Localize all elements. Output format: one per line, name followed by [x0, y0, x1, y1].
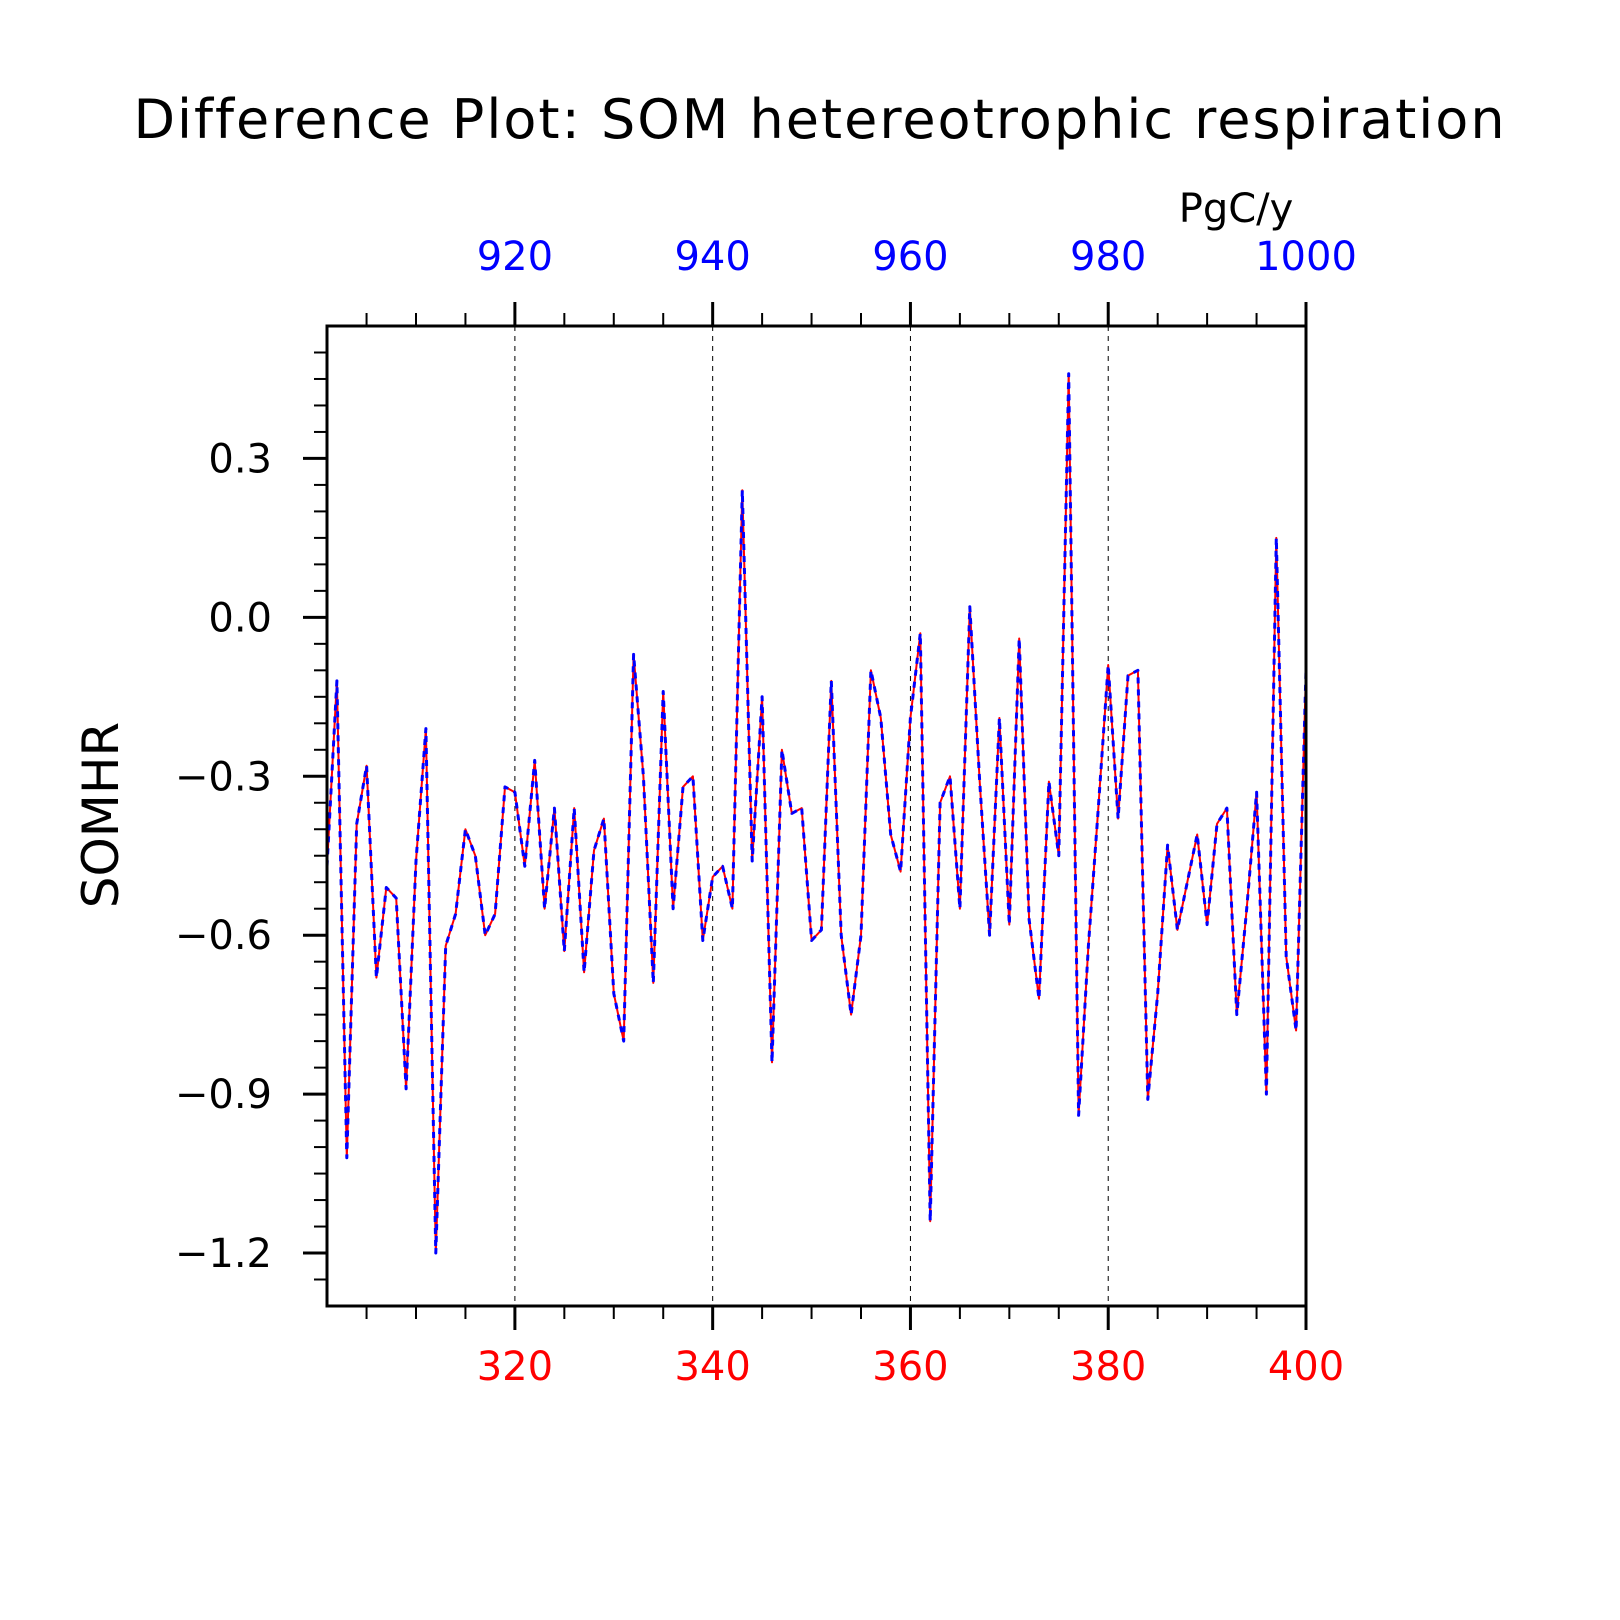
y-tick-label-5: −1.2: [175, 1231, 272, 1277]
grid-lines: [514, 326, 1109, 1306]
bottom-tick-label-3: 380: [1070, 1344, 1146, 1390]
series-lines: [325, 372, 1308, 1255]
y-tick-label-3: −0.6: [175, 913, 272, 959]
top-tick-label-0: 920: [477, 234, 553, 280]
units-label: PgC/y: [1179, 186, 1294, 232]
y-axis-label: SOMHR: [72, 722, 130, 909]
top-tick-label-4: 1000: [1255, 234, 1357, 280]
top-tick-label-3: 980: [1070, 234, 1146, 280]
series-line-0: [326, 372, 1307, 1254]
y-tick-label-1: 0.0: [208, 595, 272, 641]
y-tick-label-0: 0.3: [208, 436, 272, 482]
bottom-tick-label-2: 360: [872, 1344, 948, 1390]
top-tick-label-2: 960: [872, 234, 948, 280]
y-tick-label-4: −0.9: [175, 1072, 272, 1118]
axis-ticks: [303, 302, 1308, 1330]
tick-labels: 320 340 360 380 400 920 940 960 980 1000 0.3 0.0 −0.…: [175, 234, 1357, 1390]
bottom-tick-label-4: 400: [1268, 1344, 1344, 1390]
bottom-tick-label-0: 320: [477, 1344, 553, 1390]
series-line-1: [325, 372, 1308, 1255]
chart-title: Difference Plot: SOM hetereotrophic resp…: [133, 88, 1506, 151]
y-tick-label-2: −0.3: [175, 754, 272, 800]
bottom-tick-label-1: 340: [674, 1344, 750, 1390]
plot-frame: [325, 324, 1308, 1308]
top-tick-label-1: 940: [674, 234, 750, 280]
